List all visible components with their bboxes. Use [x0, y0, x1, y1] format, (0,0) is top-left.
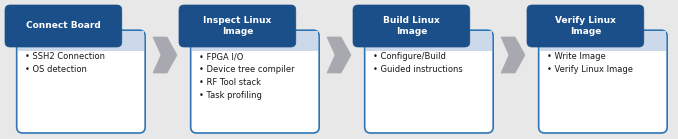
FancyBboxPatch shape: [179, 5, 296, 47]
Text: Build Linux
Image: Build Linux Image: [383, 16, 440, 36]
Polygon shape: [501, 37, 525, 73]
Text: Inspect Linux
Image: Inspect Linux Image: [203, 16, 271, 36]
FancyBboxPatch shape: [539, 30, 667, 133]
Text: Verify Linux
Image: Verify Linux Image: [555, 16, 616, 36]
Polygon shape: [153, 37, 177, 73]
Bar: [540, 31, 666, 51]
FancyBboxPatch shape: [191, 30, 319, 133]
Bar: [18, 31, 144, 51]
Text: • Task profiling: • Task profiling: [199, 91, 262, 100]
FancyBboxPatch shape: [5, 5, 122, 47]
FancyBboxPatch shape: [17, 30, 145, 133]
Text: • Device tree compiler: • Device tree compiler: [199, 65, 294, 74]
Bar: [192, 31, 318, 51]
Polygon shape: [327, 37, 351, 73]
Text: • Guided instructions: • Guided instructions: [373, 65, 462, 74]
Text: • RF Tool stack: • RF Tool stack: [199, 78, 260, 87]
Text: • Configure/Build: • Configure/Build: [373, 52, 445, 61]
Text: • SSH2 Connection: • SSH2 Connection: [24, 52, 104, 61]
Text: • OS detection: • OS detection: [24, 65, 87, 74]
FancyBboxPatch shape: [353, 5, 470, 47]
Text: • Write Image: • Write Image: [546, 52, 605, 61]
Text: • FPGA I/O: • FPGA I/O: [199, 52, 243, 61]
FancyBboxPatch shape: [527, 5, 644, 47]
FancyBboxPatch shape: [365, 30, 493, 133]
Bar: [365, 31, 492, 51]
Text: Connect Board: Connect Board: [26, 22, 101, 30]
Text: • Verify Linux Image: • Verify Linux Image: [546, 65, 633, 74]
